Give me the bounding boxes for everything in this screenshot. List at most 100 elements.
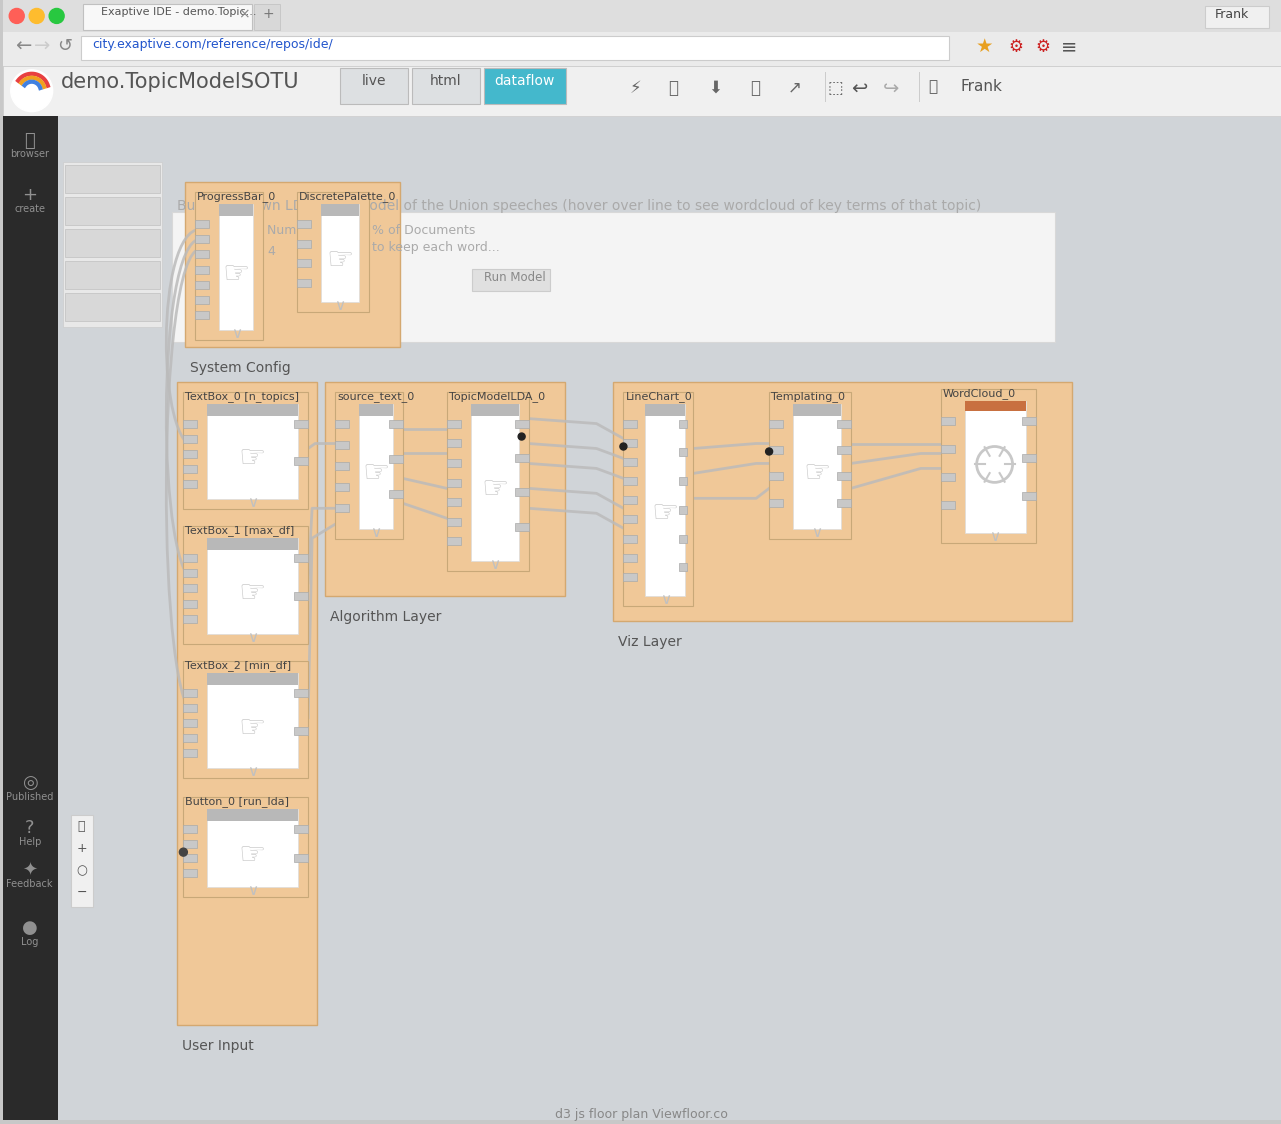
Bar [295, 592, 309, 600]
Bar [325, 382, 565, 596]
Circle shape [10, 70, 53, 111]
Bar [447, 391, 529, 571]
Text: ∨: ∨ [989, 529, 1000, 544]
Bar [470, 404, 519, 561]
Bar [769, 499, 783, 507]
Bar [183, 569, 197, 578]
Text: ↗: ↗ [788, 79, 802, 97]
Text: ∨: ∨ [247, 764, 257, 779]
Bar [295, 457, 309, 465]
Text: TextBox_0 [n_topics]: TextBox_0 [n_topics] [186, 391, 300, 401]
Bar [679, 563, 688, 571]
Text: ↩: ↩ [851, 79, 867, 98]
Bar [793, 404, 840, 416]
Bar [624, 516, 638, 524]
Bar [336, 462, 348, 470]
Bar [208, 809, 298, 822]
Text: ⚙: ⚙ [1008, 38, 1024, 56]
Text: +: + [263, 7, 274, 21]
Text: ∨: ∨ [334, 298, 346, 312]
Bar [64, 261, 160, 289]
Bar [447, 498, 461, 506]
Bar [295, 854, 309, 862]
Bar [195, 220, 209, 228]
Bar [336, 419, 348, 427]
Bar [254, 4, 281, 30]
Circle shape [9, 9, 24, 24]
Bar [297, 239, 311, 247]
Bar [208, 404, 298, 499]
Bar [359, 404, 393, 529]
Bar [64, 198, 160, 225]
Text: Published: Published [6, 792, 54, 803]
Bar [183, 554, 197, 562]
Bar [195, 235, 209, 243]
Text: d3 js floor plan Viewfloor.co: d3 js floor plan Viewfloor.co [555, 1108, 728, 1122]
Text: ☞: ☞ [327, 246, 354, 275]
Text: DiscretePalette_0: DiscretePalette_0 [300, 191, 397, 202]
Bar [624, 554, 638, 562]
Bar [70, 815, 92, 907]
Text: ☞: ☞ [223, 260, 250, 289]
Text: Frank: Frank [1216, 8, 1249, 21]
Bar [195, 311, 209, 319]
Text: TopicModelLDA_0: TopicModelLDA_0 [448, 391, 544, 401]
Bar [336, 504, 348, 513]
Bar [940, 501, 954, 509]
Text: Button_0 [run_lda]: Button_0 [run_lda] [186, 796, 290, 807]
Text: ⬇: ⬇ [708, 79, 722, 97]
Bar [208, 404, 298, 416]
Text: ☞: ☞ [238, 444, 266, 473]
Bar [1021, 417, 1035, 425]
Text: System Config: System Config [191, 361, 291, 374]
Text: 🔍: 🔍 [24, 132, 35, 149]
Bar [336, 441, 348, 448]
Text: ↪: ↪ [883, 79, 899, 98]
Bar [295, 419, 309, 427]
Bar [195, 251, 209, 259]
Bar [208, 673, 298, 685]
Bar [412, 67, 479, 103]
Bar [183, 615, 197, 623]
Bar [646, 404, 685, 596]
Bar [295, 689, 309, 697]
Bar [389, 455, 404, 463]
Bar [836, 472, 851, 480]
Text: ★: ★ [976, 37, 993, 56]
Bar [183, 465, 197, 473]
Text: 📄: 📄 [751, 79, 760, 97]
Text: ☞: ☞ [652, 499, 679, 528]
Circle shape [620, 443, 626, 450]
Text: create: create [14, 205, 45, 215]
Bar [793, 404, 840, 529]
Bar [336, 483, 348, 491]
Bar [624, 573, 638, 581]
Text: ∨: ∨ [811, 525, 822, 541]
Bar [195, 192, 263, 339]
Text: Build your own LDA topic model of the Union speeches (hover over line to see wor: Build your own LDA topic model of the Un… [177, 199, 981, 214]
Bar [183, 854, 197, 862]
Text: ☞: ☞ [238, 714, 266, 743]
Bar [679, 448, 688, 456]
Bar [769, 391, 851, 540]
Bar [183, 825, 197, 833]
Text: demo.TopicModelSOTU: demo.TopicModelSOTU [60, 72, 300, 92]
Bar [195, 265, 209, 273]
Bar [359, 404, 393, 416]
Bar [208, 673, 298, 769]
Bar [195, 281, 209, 289]
Text: ◎: ◎ [22, 774, 37, 792]
Bar [624, 457, 638, 465]
Bar [195, 296, 209, 303]
Bar [471, 269, 550, 291]
Text: ×: × [238, 7, 250, 21]
Text: dataflow: dataflow [494, 74, 555, 88]
Bar [183, 734, 197, 742]
Bar [836, 419, 851, 427]
Bar [515, 523, 529, 531]
Text: +: + [22, 187, 37, 205]
Bar [447, 459, 461, 466]
Bar [389, 490, 404, 498]
Bar [297, 279, 311, 287]
Text: ☞: ☞ [238, 579, 266, 608]
